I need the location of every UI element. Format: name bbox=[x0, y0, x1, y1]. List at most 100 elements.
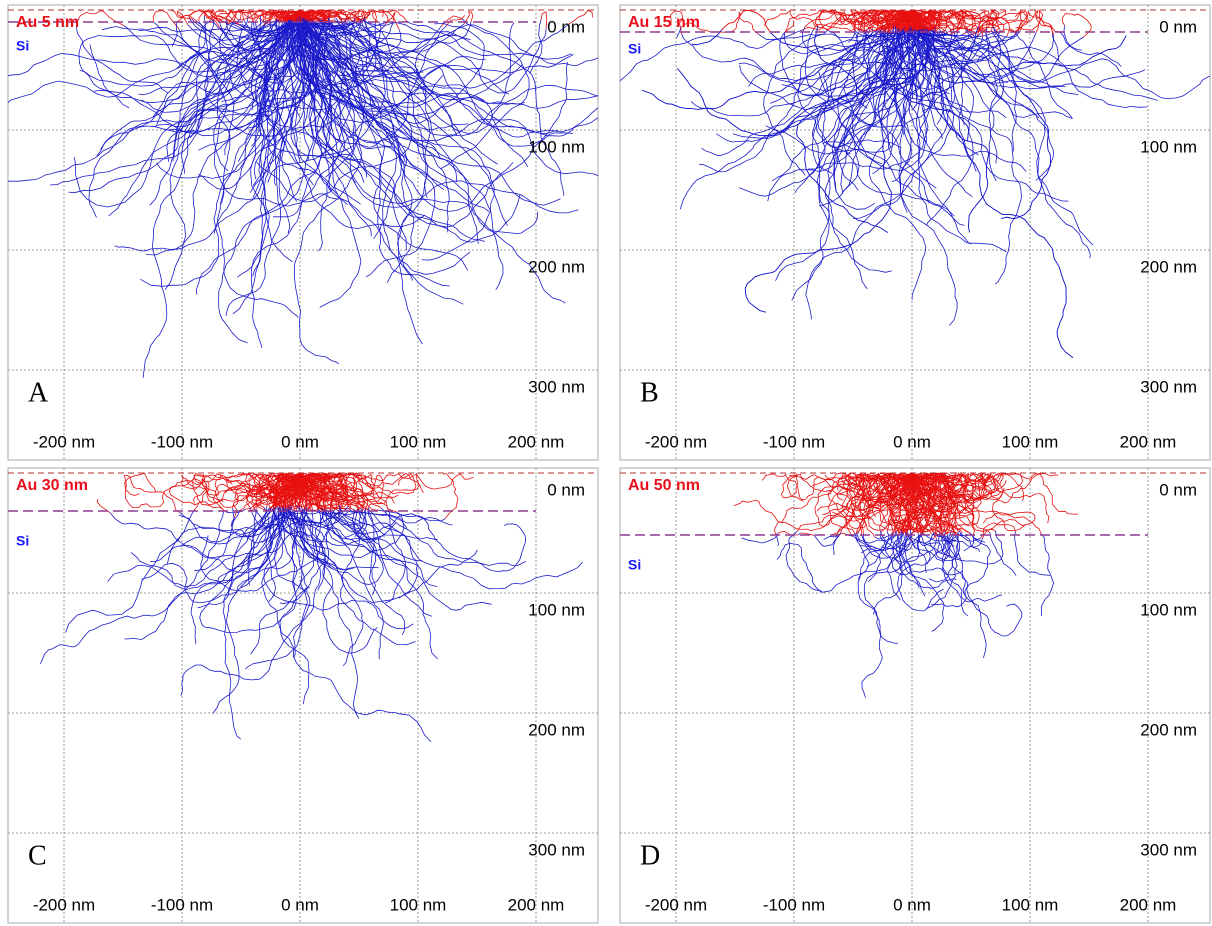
trajectory bbox=[333, 19, 485, 125]
trajectory bbox=[764, 9, 913, 26]
trajectory bbox=[813, 532, 842, 547]
trajectory bbox=[323, 486, 356, 512]
trajectory bbox=[911, 472, 980, 527]
trajectory bbox=[284, 472, 301, 511]
trajectory bbox=[769, 30, 886, 104]
trajectory bbox=[274, 472, 301, 508]
trajectory bbox=[301, 21, 372, 237]
trajectory bbox=[314, 509, 478, 603]
trajectory bbox=[268, 9, 301, 22]
trajectory bbox=[989, 532, 1017, 576]
trajectory bbox=[309, 21, 514, 228]
trajectory bbox=[299, 472, 323, 510]
trajectory bbox=[219, 20, 296, 43]
y-tick-label: 100 nm bbox=[1140, 600, 1197, 619]
trajectories bbox=[8, 9, 598, 378]
trajectory bbox=[892, 29, 921, 183]
trajectory bbox=[797, 30, 902, 149]
trajectory bbox=[902, 472, 953, 523]
trajectory bbox=[911, 472, 992, 533]
y-tick-label: 0 nm bbox=[1159, 17, 1197, 36]
trajectory bbox=[250, 20, 294, 277]
trajectory bbox=[1051, 31, 1059, 61]
trajectory bbox=[775, 534, 779, 547]
trajectory bbox=[931, 532, 991, 608]
trajectory bbox=[346, 510, 408, 529]
trajectory bbox=[738, 31, 890, 81]
trajectory bbox=[980, 511, 1036, 539]
trajectory bbox=[895, 9, 913, 26]
trajectory bbox=[923, 28, 997, 182]
trajectory bbox=[212, 509, 284, 714]
panel: Au 15 nm Si 0 nm 100 nm 200 nm 300 nm -200 nm -… bbox=[619, 4, 1211, 461]
y-tick-label: 0 nm bbox=[1159, 480, 1197, 499]
trajectory bbox=[8, 18, 293, 78]
trajectory bbox=[267, 509, 276, 602]
trajectory bbox=[353, 9, 407, 23]
trajectory bbox=[884, 532, 964, 576]
substrate-label: Si bbox=[16, 38, 29, 54]
substrate-label: Si bbox=[16, 533, 29, 549]
panel-frame bbox=[619, 467, 1211, 924]
trajectory bbox=[677, 31, 934, 136]
trajectory bbox=[232, 472, 323, 509]
trajectory bbox=[368, 509, 583, 590]
trajectory bbox=[874, 534, 891, 540]
trajectory bbox=[324, 21, 490, 212]
trajectory bbox=[899, 530, 906, 547]
trajectory bbox=[188, 9, 239, 25]
trajectory bbox=[78, 19, 289, 109]
trajectory bbox=[78, 10, 124, 26]
trajectory bbox=[298, 507, 307, 524]
trajectory bbox=[836, 30, 907, 163]
trajectory bbox=[299, 472, 347, 502]
trajectory bbox=[881, 533, 913, 550]
x-tick-label: 100 nm bbox=[1002, 432, 1059, 451]
trajectory bbox=[301, 17, 469, 271]
trajectory bbox=[891, 533, 957, 589]
trajectory bbox=[907, 9, 913, 27]
trajectory bbox=[908, 472, 935, 534]
trajectory bbox=[907, 532, 957, 560]
trajectory bbox=[681, 30, 886, 92]
trajectory bbox=[341, 21, 361, 87]
trajectory bbox=[910, 9, 933, 31]
trajectory bbox=[843, 31, 878, 126]
film-label: Au 5 nm bbox=[16, 14, 79, 31]
x-tick-label: 100 nm bbox=[1002, 895, 1059, 914]
trajectory bbox=[906, 472, 954, 534]
trajectory bbox=[641, 29, 911, 110]
trajectory bbox=[248, 506, 275, 567]
trajectory bbox=[905, 31, 1017, 152]
trajectory bbox=[1059, 31, 1122, 67]
trajectory bbox=[909, 25, 990, 233]
trajectory bbox=[283, 18, 450, 287]
trajectory bbox=[285, 510, 326, 561]
trajectory bbox=[731, 11, 759, 35]
trajectory bbox=[240, 21, 395, 239]
trajectory bbox=[216, 506, 281, 584]
trajectory bbox=[123, 474, 180, 513]
trajectory bbox=[354, 21, 572, 60]
trajectory bbox=[298, 17, 561, 208]
trajectory bbox=[367, 509, 438, 540]
x-tick-label: 0 nm bbox=[893, 432, 931, 451]
y-tick-label: 200 nm bbox=[528, 257, 585, 276]
trajectory bbox=[261, 509, 310, 705]
trajectory bbox=[954, 531, 1004, 565]
trajectory bbox=[317, 504, 341, 591]
trajectory bbox=[741, 532, 779, 544]
trajectory bbox=[733, 472, 918, 532]
trajectory bbox=[307, 19, 526, 105]
trajectory bbox=[843, 31, 965, 226]
x-tick-label: -200 nm bbox=[33, 895, 95, 914]
trajectory bbox=[931, 533, 987, 659]
trajectory bbox=[884, 9, 913, 31]
trajectory bbox=[914, 28, 951, 37]
trajectory bbox=[911, 472, 972, 532]
trajectory bbox=[414, 21, 472, 79]
y-tick-label: 200 nm bbox=[528, 720, 585, 739]
trajectory bbox=[784, 9, 845, 33]
trajectory bbox=[305, 506, 378, 654]
trajectory bbox=[464, 11, 474, 24]
